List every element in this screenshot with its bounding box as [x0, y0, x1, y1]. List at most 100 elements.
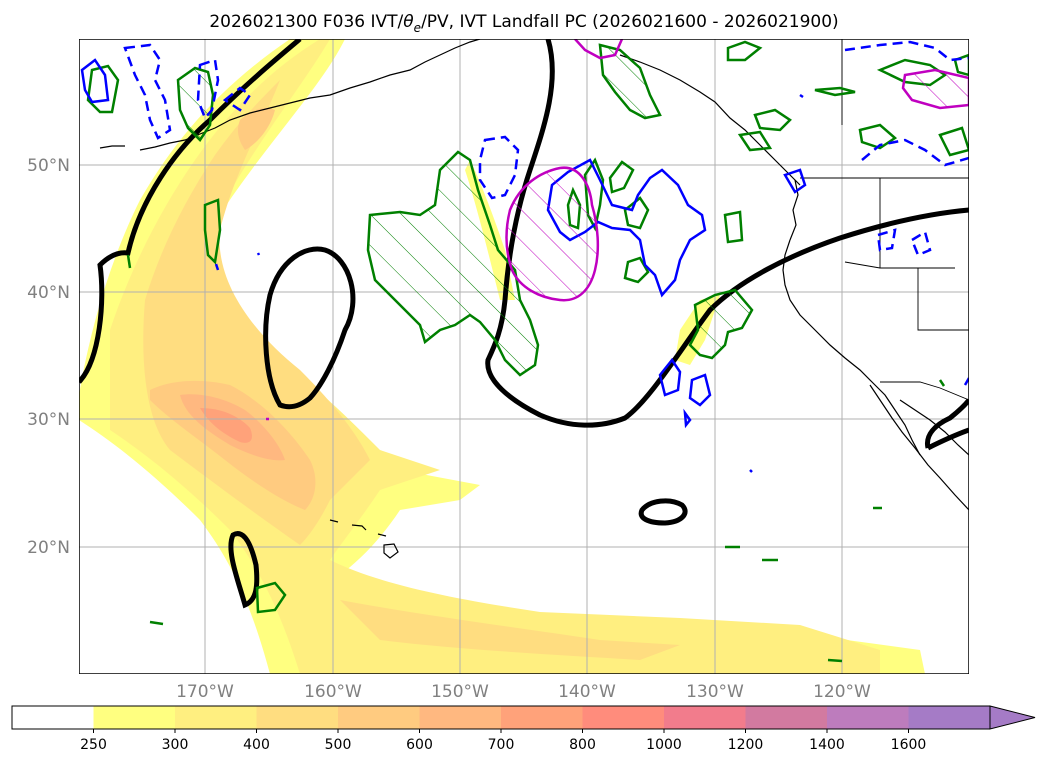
- lon-label-140w: 140°W: [558, 682, 616, 702]
- colorbar-swatch: [175, 706, 257, 729]
- lon-label-150w: 150°W: [431, 682, 489, 702]
- theta-e-offshore-1: [723, 210, 744, 244]
- longitude-labels: 170°W 160°W 150°W 140°W 130°W 120°W: [176, 682, 871, 702]
- ivt-shading: [79, 39, 925, 674]
- state-border-2: [844, 261, 881, 269]
- colorbar-swatch: [501, 706, 583, 729]
- colorbar-tick-label: 600: [406, 737, 433, 753]
- colorbar-tick-label: 400: [243, 737, 270, 753]
- colorbar-swatch: [908, 706, 991, 729]
- closed-high: [638, 498, 688, 526]
- colorbar-swatch: [664, 706, 746, 729]
- theta-e-bc-3: [737, 130, 773, 152]
- colorbar-swatch: [582, 706, 665, 729]
- coastlines: [99, 39, 969, 559]
- pc-north: [574, 39, 624, 60]
- ivt-500-north: [237, 108, 275, 150]
- title-suffix: /PV, IVT Landfall PC (2026021600 - 20260…: [421, 12, 839, 32]
- pv-dashed-ne-4: [910, 230, 932, 257]
- theta-e-small-south: [255, 581, 287, 614]
- theta-e-small-bc: [726, 40, 763, 62]
- pv-solid-coast-2: [688, 373, 712, 407]
- theta-e-coast-3: [623, 196, 650, 230]
- theta-e-bc-2: [753, 108, 792, 132]
- pv-solid-central: [546, 158, 707, 298]
- colorbar-extend-arrow: [989, 705, 1036, 730]
- theta-e-ne-coast: [814, 86, 856, 97]
- theta-e-tiny-4: [827, 658, 843, 663]
- colorbar-tick-label: 1000: [646, 737, 682, 753]
- pv-dashed-nw-2: [196, 58, 220, 121]
- lat-label-20n: 20°N: [27, 538, 70, 558]
- us-west-coast: [782, 239, 921, 456]
- pc-ne: [901, 68, 969, 110]
- closed-low-east: [924, 398, 969, 451]
- state-border-3: [917, 268, 969, 331]
- colorbar-tick-label: 250: [80, 737, 107, 753]
- colorbar-tick-label: 800: [569, 737, 596, 753]
- theta-e-tiny-7: [126, 254, 132, 269]
- pv-dashed-nw-3: [222, 86, 252, 112]
- hawaii-islands: [329, 519, 399, 559]
- colorbar-swatch: [419, 706, 502, 729]
- panhandle-coast: [619, 54, 801, 186]
- colorbar-tick-label: 500: [325, 737, 352, 753]
- pv-dots: [214, 93, 804, 473]
- colorbar-swatch: [256, 706, 339, 729]
- ivt-700: [200, 408, 252, 443]
- lat-label-40n: 40°N: [27, 283, 70, 303]
- colorbar-tick-label: 1200: [728, 737, 764, 753]
- title-prefix: 2026021300 F036 IVT/: [209, 12, 403, 32]
- colorbar-tick-label: 700: [488, 737, 515, 753]
- chart-title: 2026021300 F036 IVT/θe/PV, IVT Landfall …: [209, 12, 838, 35]
- theta-e-ring-a: [86, 64, 120, 114]
- pv-dashed-ne: [844, 40, 969, 62]
- pv-solid-coast-3: [683, 408, 692, 429]
- theta-e-tiny-1: [149, 620, 164, 626]
- colorbar-swatch: [745, 706, 828, 729]
- pv-solid-west: [80, 58, 110, 104]
- lon-label-170w: 170°W: [176, 682, 234, 702]
- pv-dashed-ne-2: [861, 138, 969, 167]
- pv-dashed-ne-3: [876, 228, 897, 252]
- latitude-labels: 50°N 40°N 30°N 20°N: [27, 156, 70, 558]
- colorbar-swatch: [12, 706, 94, 729]
- ivt-400-south: [340, 600, 680, 660]
- colorbar-tick-label: 1600: [891, 737, 927, 753]
- pv-dashed-central: [478, 135, 520, 200]
- theta-e-small-west: [203, 198, 222, 265]
- colorbar: 250 300 400 500 600 700 800 1000 1200 1400 1600: [11, 705, 1036, 753]
- title-theta: θ: [403, 12, 414, 32]
- pv-contours: [80, 40, 969, 473]
- colorbar-tick-label: 1400: [809, 737, 845, 753]
- us-mexico-border: [880, 381, 969, 401]
- lon-label-160w: 160°W: [304, 682, 362, 702]
- lat-label-50n: 50°N: [27, 156, 70, 176]
- theta-e-offshore-2: [623, 256, 650, 284]
- title-theta-sub: e: [414, 21, 421, 35]
- theta-e-bc-4: [858, 123, 898, 150]
- landfall-pc-contours: [266, 39, 969, 421]
- pc-main-hatched: [505, 166, 600, 302]
- theta-e-north-hatched: [598, 43, 662, 120]
- map-panel: [79, 39, 969, 674]
- colorbar-swatch: [338, 706, 420, 729]
- lon-label-130w: 130°W: [686, 682, 744, 702]
- pv-dashed-nw: [123, 43, 172, 140]
- colorbar-swatch: [93, 706, 176, 729]
- theta-e-bc-5: [938, 126, 969, 157]
- aleutian-1: [99, 145, 125, 149]
- colorbar-swatch: [827, 706, 909, 729]
- baja-coast: [869, 384, 969, 511]
- theta-e-tiny-6: [938, 379, 946, 387]
- theta-e-top-right-2: [953, 53, 969, 77]
- theta-e-central-hatched: [366, 150, 540, 377]
- pv-solid-coast-1: [658, 357, 682, 397]
- pv-solid-bc: [783, 168, 807, 194]
- colorbar-tick-label: 300: [162, 737, 189, 753]
- lat-label-30n: 30°N: [27, 410, 70, 430]
- theta-e-coast-2: [608, 160, 635, 194]
- jet-line-west: [79, 39, 302, 384]
- lon-label-120w: 120°W: [813, 682, 871, 702]
